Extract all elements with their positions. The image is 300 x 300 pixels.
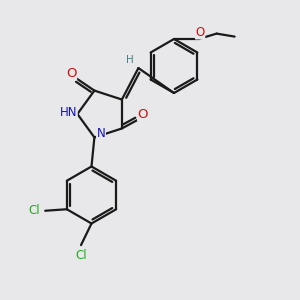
Text: O: O xyxy=(138,108,148,121)
Text: HN: HN xyxy=(60,106,77,119)
Text: O: O xyxy=(66,67,76,80)
Text: Cl: Cl xyxy=(28,204,40,217)
Text: Cl: Cl xyxy=(75,249,87,262)
Text: H: H xyxy=(126,55,134,64)
Text: O: O xyxy=(196,26,205,39)
Text: N: N xyxy=(97,127,105,140)
